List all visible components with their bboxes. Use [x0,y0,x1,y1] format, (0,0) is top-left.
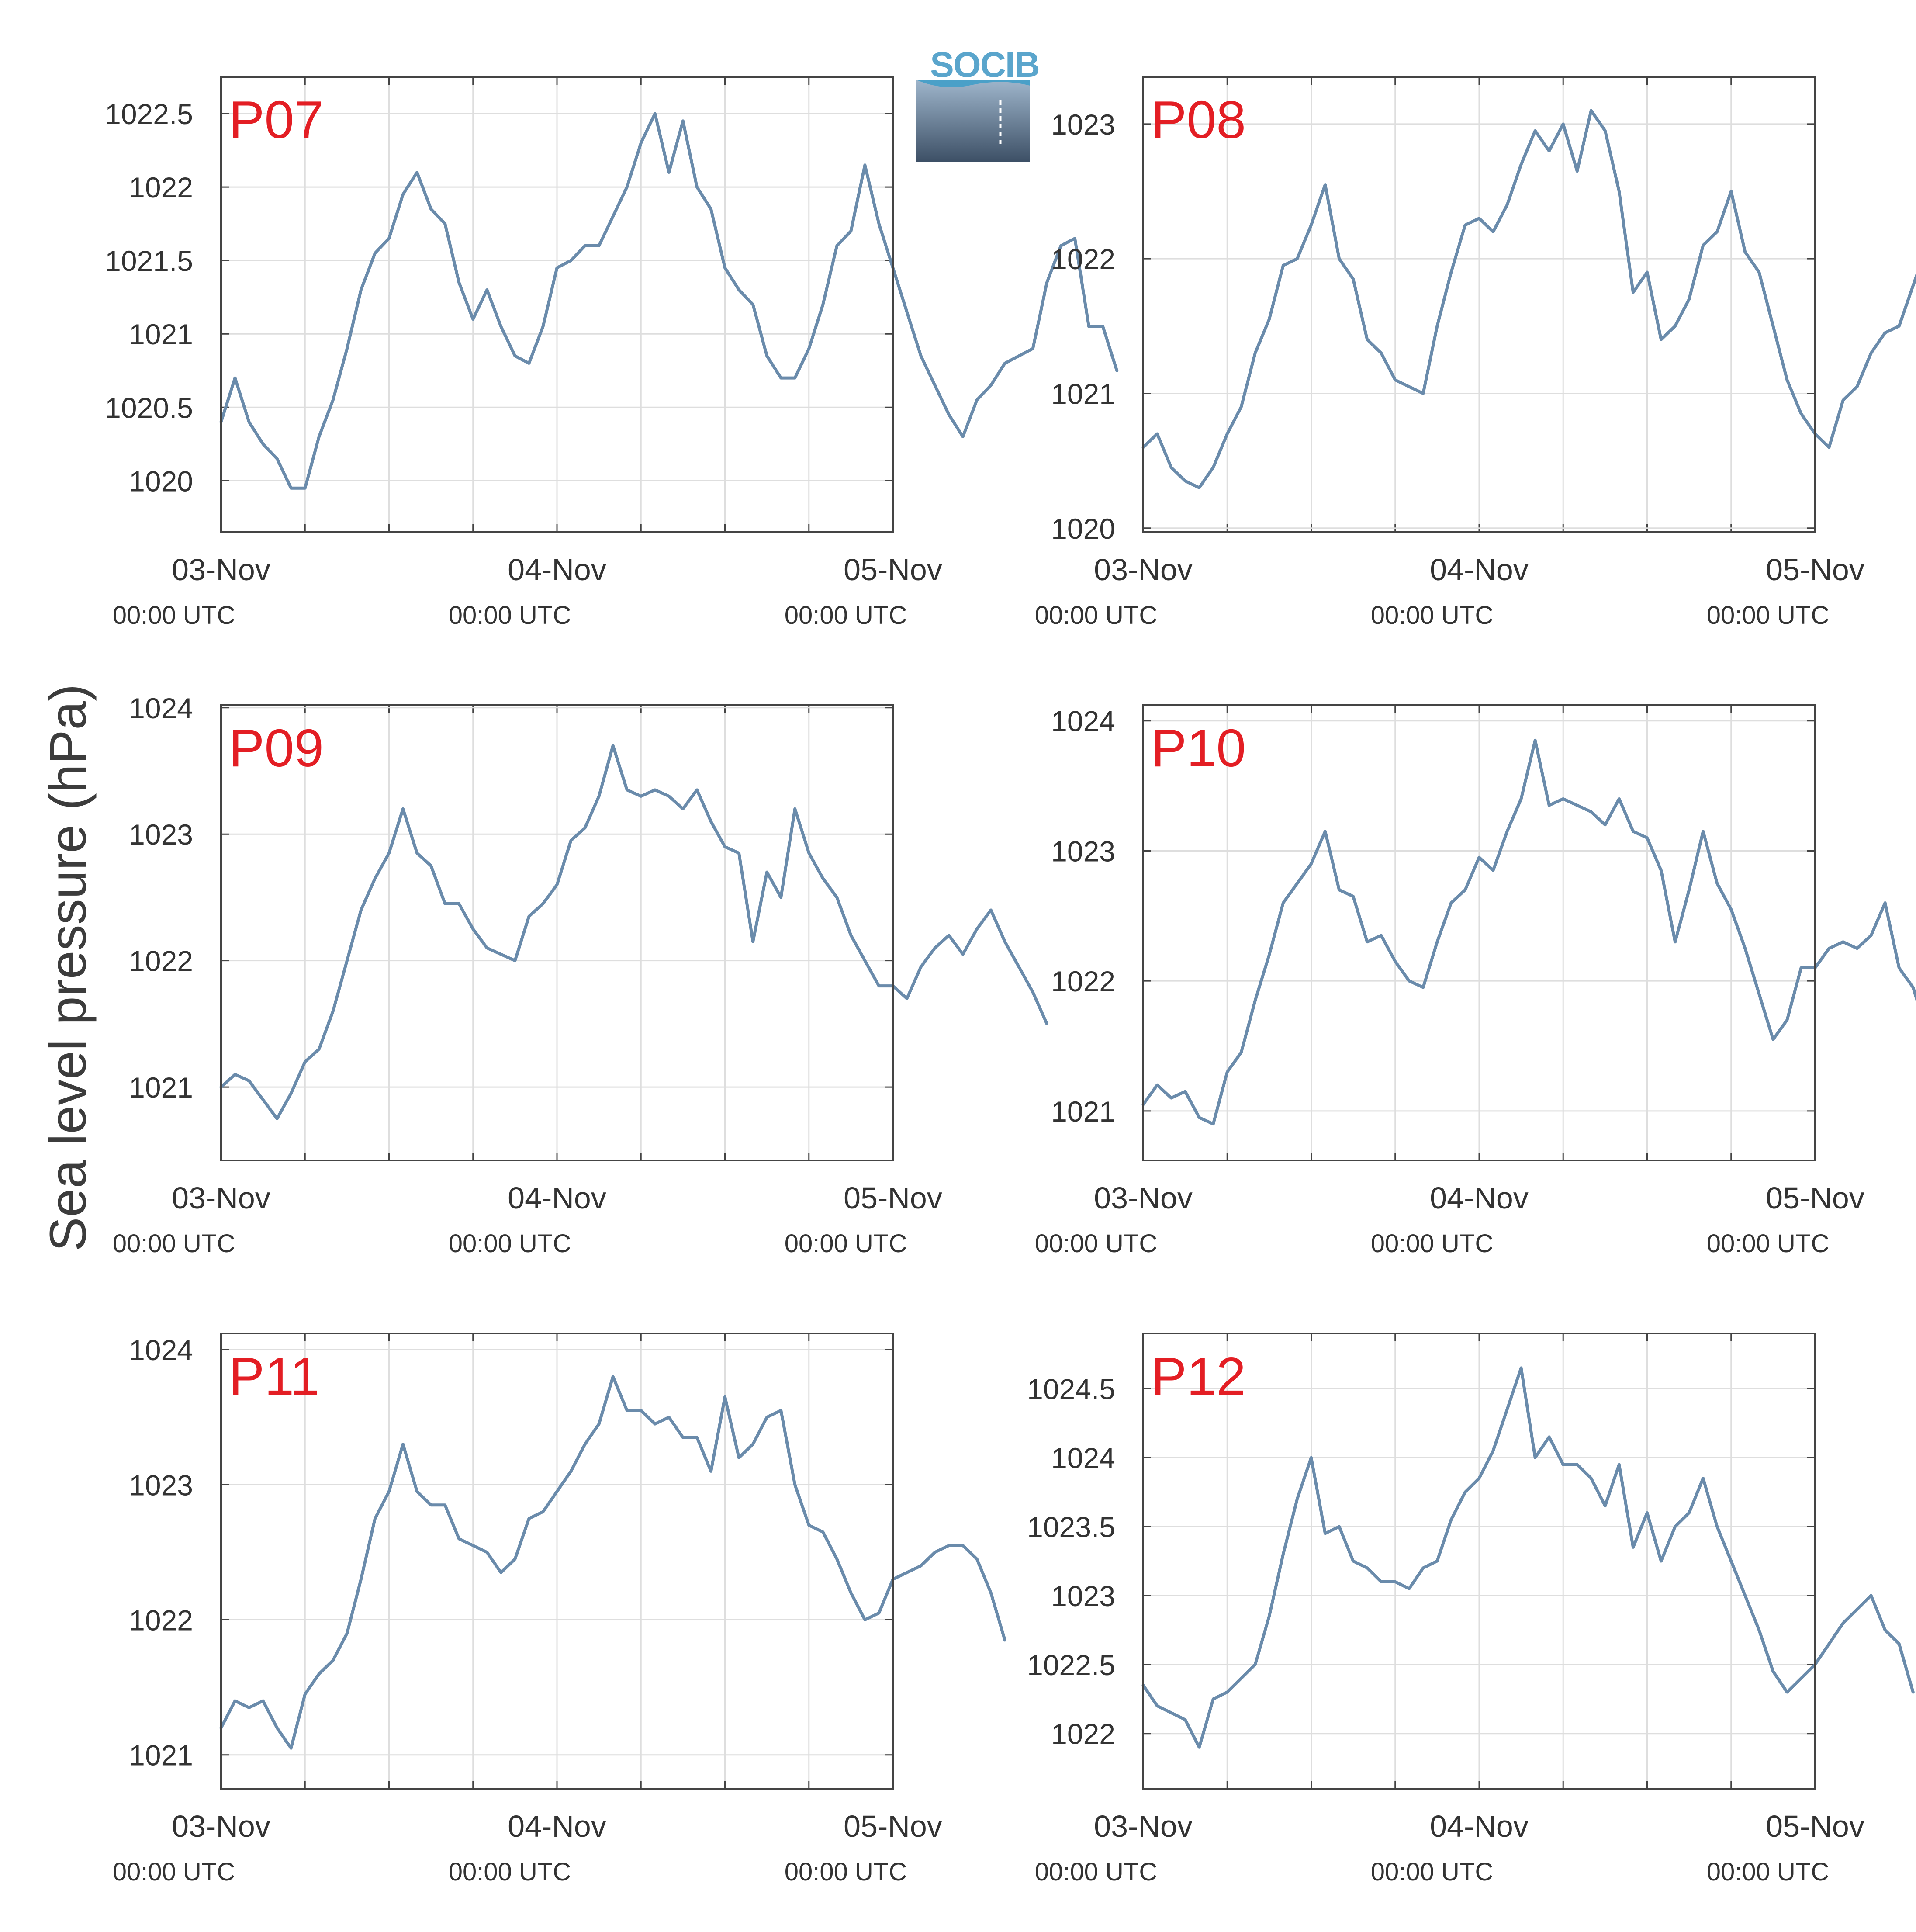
x-tick-time-label: 00:00 UTC [1035,1229,1157,1258]
socib-logo: SOCIB [916,45,1040,162]
x-tick-date-label: 05-Nov [844,553,942,587]
panel-p11: 1021 1022 1023 1024 03-Nov 00:00 UTC 04-Nov 00:… [113,1333,1006,1886]
panels: 1020 1020.5 1021 1021.5 1022 1022.5 03-Nov 00:0… [105,76,1916,1886]
y-tick-label: 1022 [129,1604,193,1637]
x-tick-time-label: 00:00 UTC [1707,1858,1829,1886]
pressure-series-line [1141,109,1916,489]
panel-label: P12 [1151,1347,1246,1406]
x-tick-date-label: 03-Nov [172,1809,270,1843]
panel-p10: 1021 1022 1023 1024 03-Nov 00:00 UTC 04-Nov 00:… [1035,704,1916,1258]
x-tick-date-label: 04-Nov [1430,553,1529,587]
y-tick-label: 1021.5 [105,245,193,277]
y-tick-label: 1023 [1051,108,1115,141]
x-tick-date-label: 04-Nov [1430,1809,1529,1843]
x-tick-date-label: 03-Nov [1094,1181,1193,1215]
x-tick-time-label: 00:00 UTC [449,1229,571,1258]
x-tick-time-label: 00:00 UTC [1707,1229,1829,1258]
panel-label: P10 [1151,718,1246,778]
x-tick-time-label: 00:00 UTC [113,1858,235,1886]
x-tick-time-label: 00:00 UTC [1371,1858,1493,1886]
y-tick-label: 1022.5 [105,98,193,130]
logo-text: SOCIB [930,45,1039,85]
panel-label: P08 [1151,90,1246,149]
y-tick-label: 1024 [1051,705,1115,737]
y-tick-label: 1021 [1051,1095,1115,1128]
x-tick-date-label: 03-Nov [1094,1809,1193,1843]
x-tick-date-label: 04-Nov [508,553,606,587]
panel-label: P11 [229,1347,320,1406]
panel-label: P07 [229,90,324,149]
y-axis-title: Sea level pressure (hPa) [39,684,97,1252]
pressure-series-line [219,112,1119,490]
x-tick-time-label: 00:00 UTC [1707,601,1829,630]
x-tick-time-label: 00:00 UTC [1035,1858,1157,1886]
x-tick-time-label: 00:00 UTC [785,1229,907,1258]
y-tick-label: 1021 [129,1071,193,1104]
y-tick-label: 1024 [1051,1442,1115,1474]
panel-label: P09 [229,718,324,778]
y-tick-label: 1024 [129,1334,193,1366]
x-tick-date-label: 05-Nov [1766,1181,1864,1215]
x-tick-time-label: 00:00 UTC [1371,1229,1493,1258]
plot-frame [220,1333,894,1790]
x-tick-time-label: 00:00 UTC [1035,601,1157,630]
logo-wave [916,80,1030,87]
x-tick-time-label: 00:00 UTC [785,1858,907,1886]
x-tick-date-label: 05-Nov [844,1181,942,1215]
y-tick-label: 1022 [129,945,193,977]
panel-p12: 1022 1022.5 1023 1023.5 1024 1024.5 03-Nov 00:0… [1027,1333,1915,1886]
x-tick-date-label: 05-Nov [1766,553,1864,587]
x-tick-time-label: 00:00 UTC [113,601,235,630]
y-tick-label: 1020.5 [105,391,193,424]
x-tick-date-label: 03-Nov [1094,553,1193,587]
y-tick-label: 1022 [1051,243,1115,275]
panel-p08: 1020 1021 1022 1023 03-Nov 00:00 UTC 04-Nov 00:… [1035,76,1916,630]
y-tick-label: 1024.5 [1027,1373,1115,1405]
y-tick-label: 1021 [129,1739,193,1772]
y-tick-label: 1020 [1051,512,1115,545]
y-tick-label: 1022.5 [1027,1649,1115,1681]
pressure-series-line [219,1375,1006,1750]
x-tick-time-label: 00:00 UTC [785,601,907,630]
plot-frame [1142,704,1816,1161]
y-tick-label: 1023 [129,1469,193,1501]
pressure-series-line [219,744,1048,1120]
x-tick-date-label: 03-Nov [172,553,270,587]
panel-p09: 1021 1022 1023 1024 03-Nov 00:00 UTC 04-Nov 00:… [113,692,1048,1258]
y-tick-label: 1020 [129,465,193,497]
y-tick-label: 1022 [1051,1718,1115,1750]
panel-p07: 1020 1020.5 1021 1021.5 1022 1022.5 03-Nov 00:0… [105,76,1119,630]
x-tick-time-label: 00:00 UTC [449,601,571,630]
y-tick-label: 1021 [1051,377,1115,410]
plot-frame [1142,1333,1816,1790]
plot-frame [1142,76,1816,533]
x-tick-date-label: 04-Nov [1430,1181,1529,1215]
y-tick-label: 1023.5 [1027,1511,1115,1543]
x-tick-date-label: 04-Nov [508,1809,606,1843]
y-tick-label: 1024 [129,692,193,724]
x-tick-time-label: 00:00 UTC [1371,601,1493,630]
y-tick-label: 1022 [129,171,193,204]
y-tick-label: 1021 [129,318,193,350]
logo-box [916,80,1030,162]
x-tick-date-label: 03-Nov [172,1181,270,1215]
y-tick-label: 1023 [129,818,193,851]
y-tick-label: 1023 [1051,835,1115,867]
x-tick-time-label: 00:00 UTC [113,1229,235,1258]
pressure-series-line [1141,1366,1915,1749]
x-tick-date-label: 05-Nov [1766,1809,1864,1843]
plot-frame [220,704,894,1161]
y-tick-label: 1022 [1051,965,1115,997]
pressure-series-line [1141,738,1916,1126]
x-tick-date-label: 05-Nov [844,1809,942,1843]
x-tick-date-label: 04-Nov [508,1181,606,1215]
y-tick-label: 1023 [1051,1580,1115,1612]
plot-frame [220,76,894,533]
x-tick-time-label: 00:00 UTC [449,1858,571,1886]
